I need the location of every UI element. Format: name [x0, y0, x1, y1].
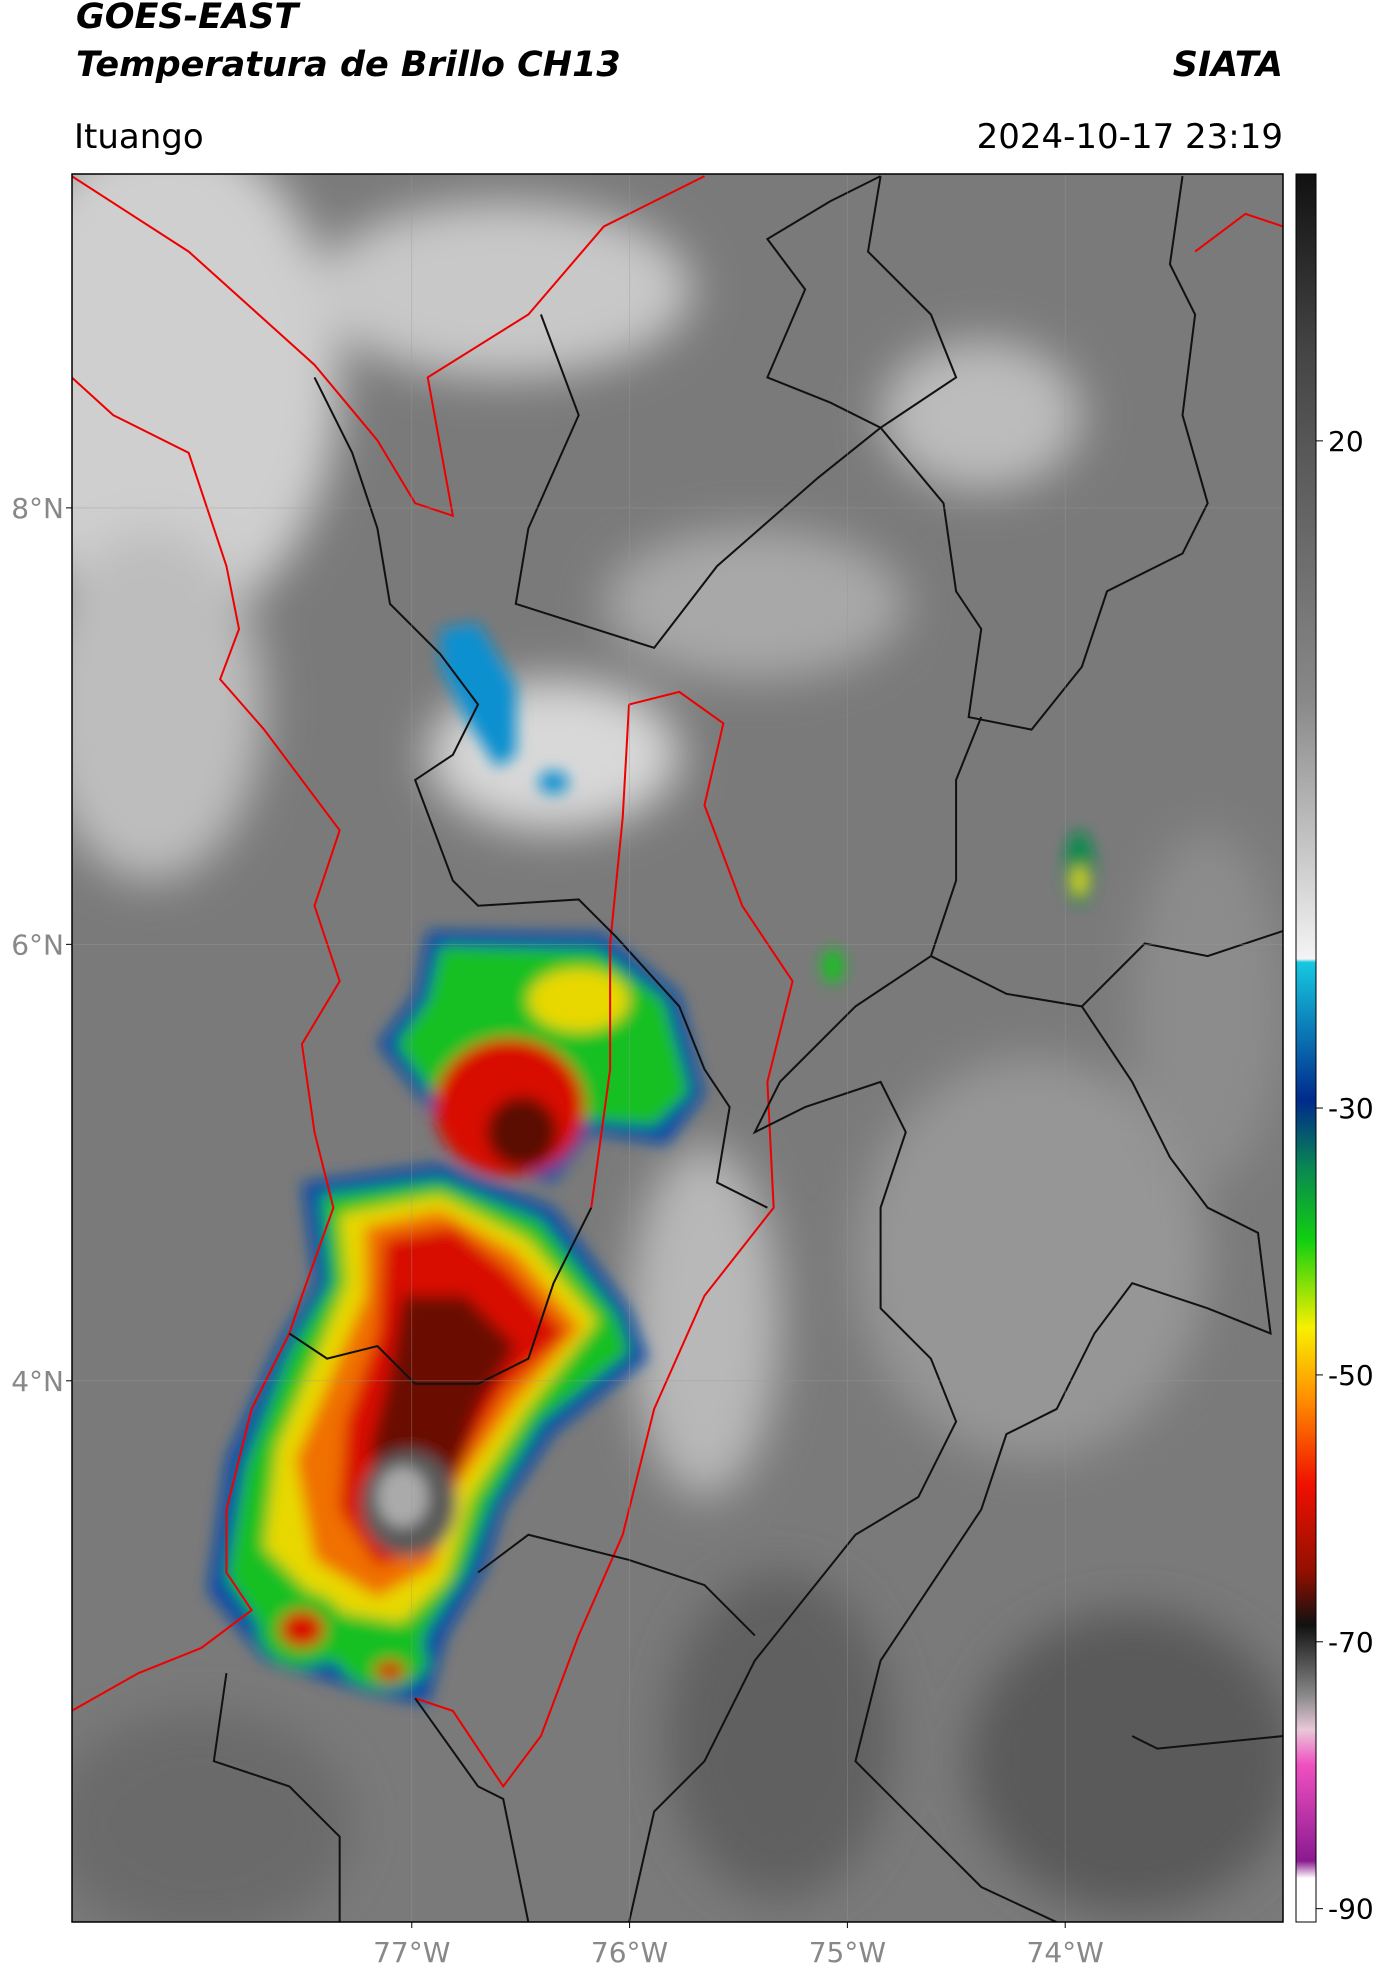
x-tick-label: 75°W — [809, 1936, 886, 1969]
map-image — [72, 174, 1283, 1922]
location: Ituango — [74, 117, 204, 157]
y-tick-label: 4°N — [11, 1365, 64, 1398]
x-tick-label: 74°W — [1027, 1936, 1104, 1969]
x-tick-label: 76°W — [591, 1936, 668, 1969]
x-tick-label: 77°W — [373, 1936, 450, 1969]
colorbar-tick-label: -70 — [1328, 1626, 1374, 1659]
grid — [72, 174, 1283, 1922]
agency: SIATA — [1173, 45, 1283, 85]
y-tick-label: 8°N — [11, 492, 64, 525]
colorbar — [1295, 173, 1317, 1923]
subtitle: Temperatura de Brillo CH13 — [76, 45, 621, 85]
timestamp: 2024-10-17 23:19 — [977, 117, 1283, 157]
colorbar-tick-label: -30 — [1328, 1092, 1374, 1125]
y-tick-label: 6°N — [11, 928, 64, 961]
map-frame — [71, 173, 1284, 1923]
title: GOES-EAST — [76, 0, 301, 37]
colorbar-tick-label: -90 — [1328, 1893, 1374, 1926]
colorbar-tick-label: -50 — [1328, 1359, 1374, 1392]
colorbar-tick-label: 20 — [1328, 425, 1364, 458]
